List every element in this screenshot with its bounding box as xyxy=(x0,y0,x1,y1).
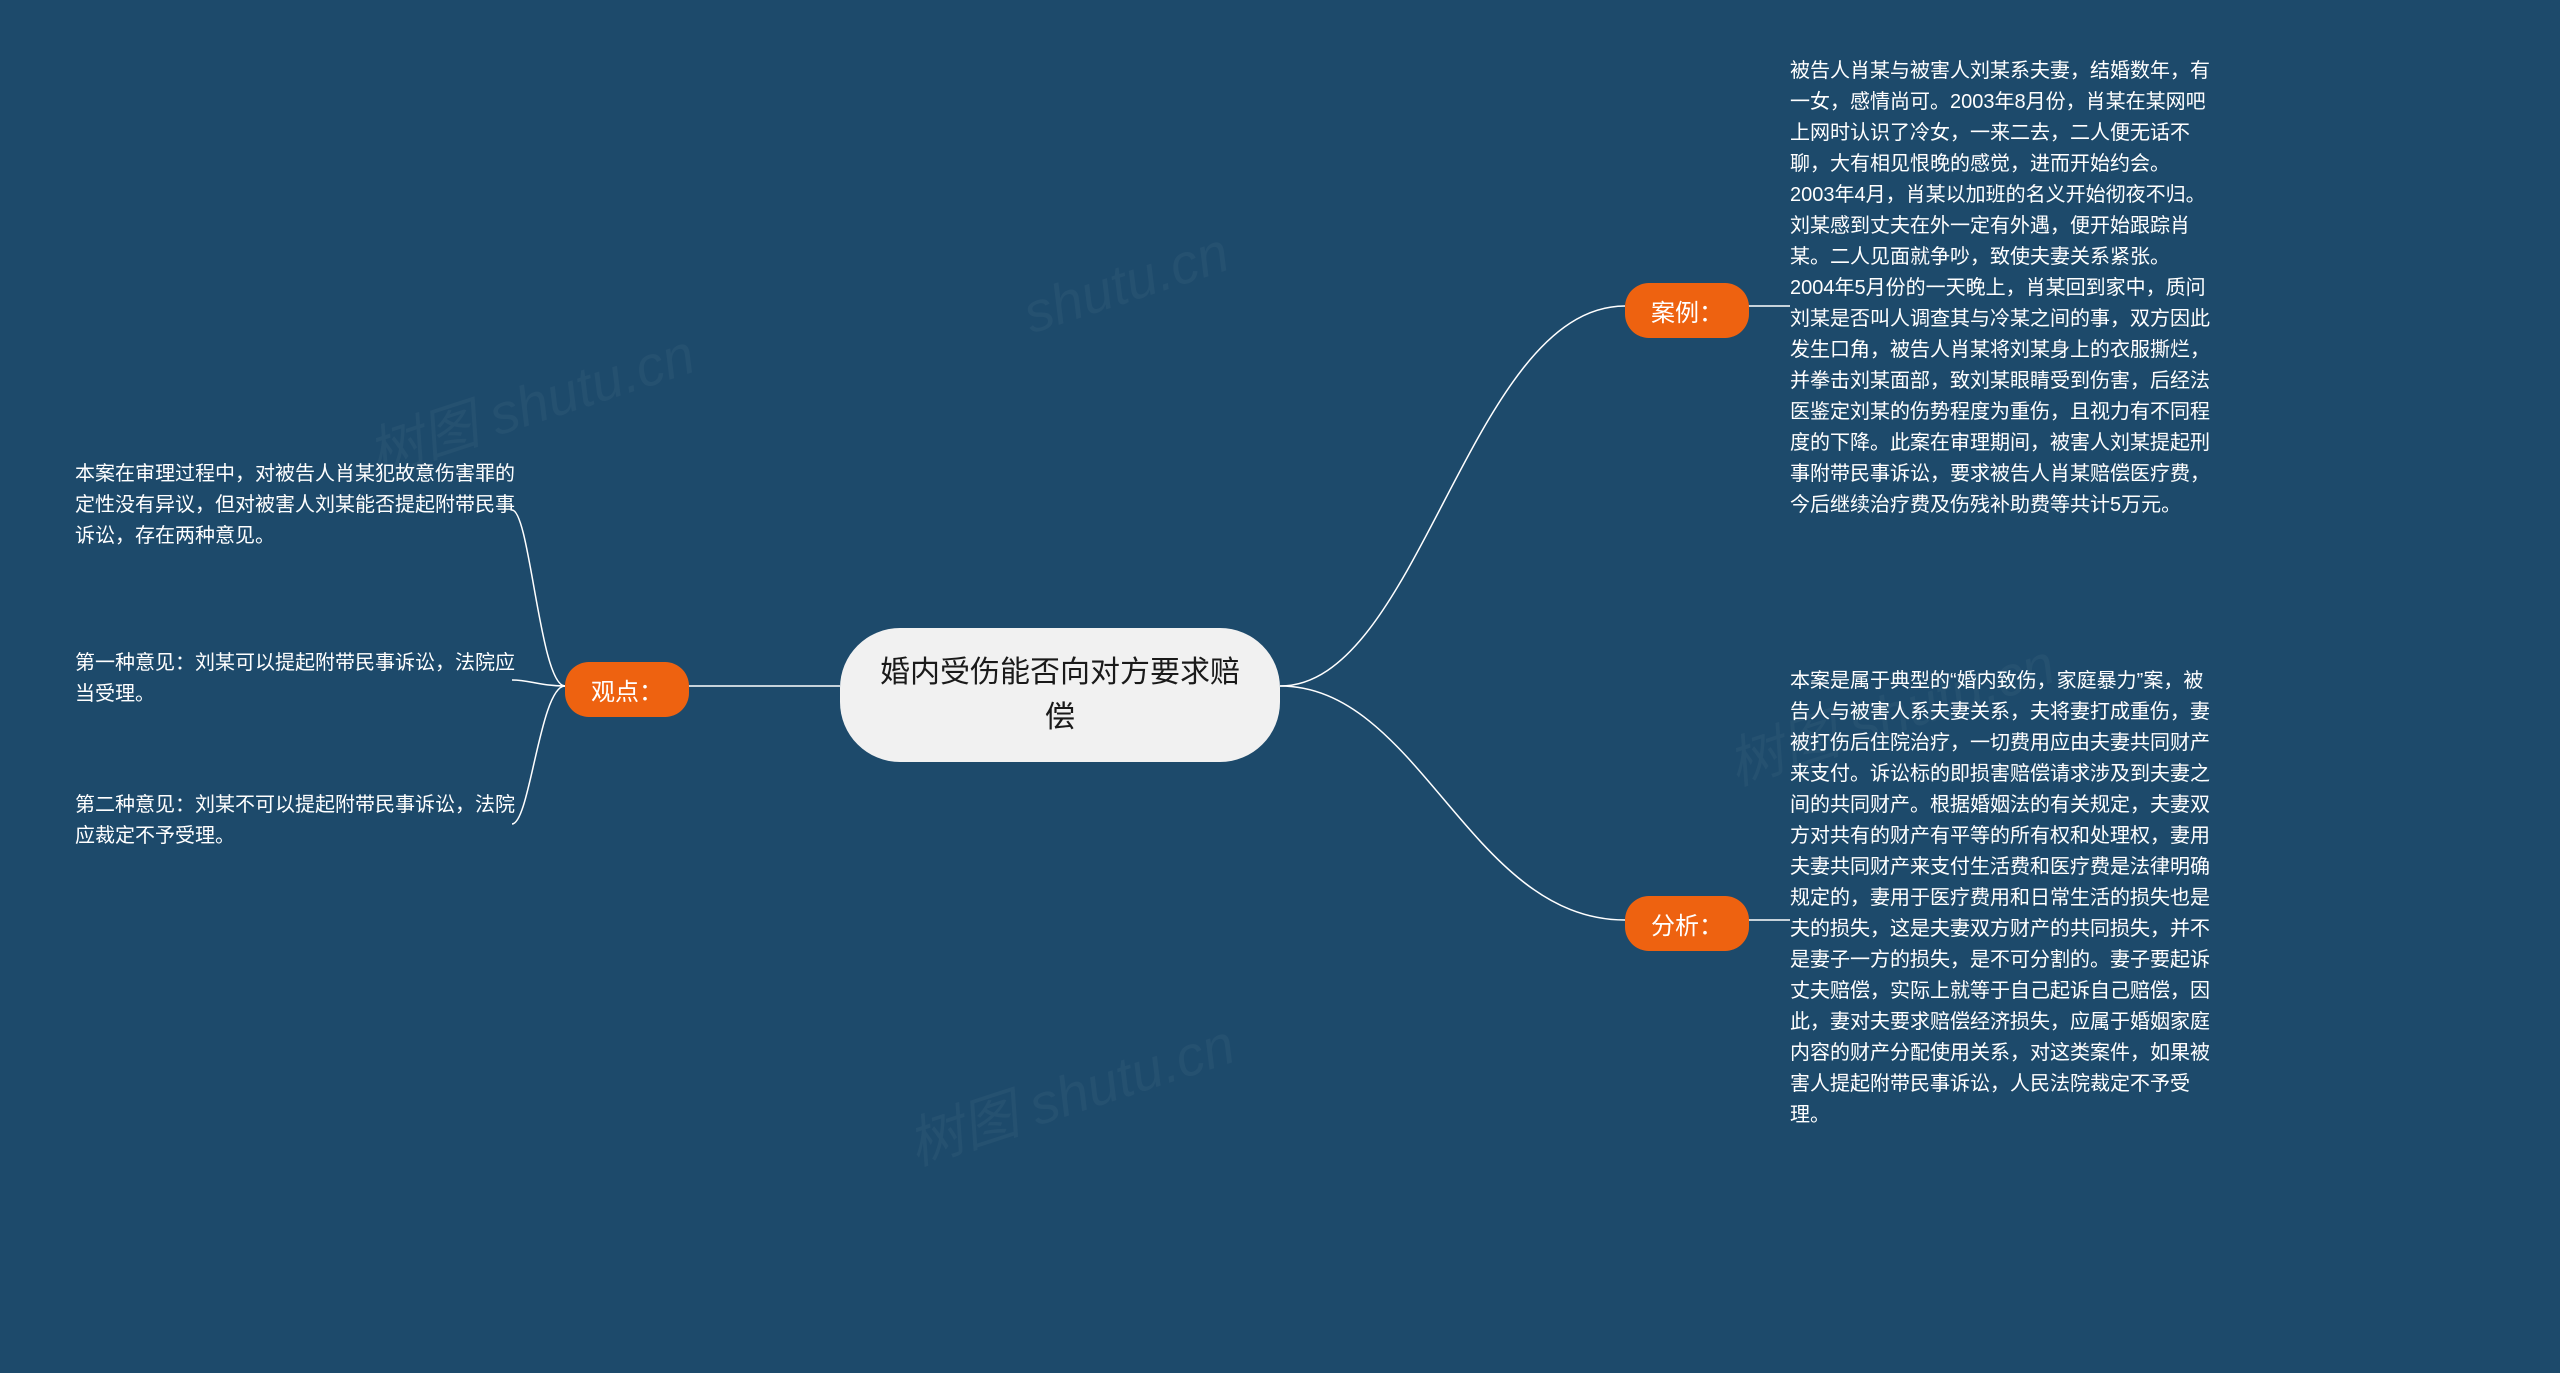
leaf-case-text: 被告人肖某与被害人刘某系夫妻，结婚数年，有一女，感情尚可。2003年8月份，肖某… xyxy=(1790,56,2210,521)
leaf-viewpoint-2: 第二种意见：刘某不可以提起附带民事诉讼，法院应裁定不予受理。 xyxy=(75,790,515,852)
watermark: 树图 shutu.cn xyxy=(896,1000,1244,1182)
leaf-viewpoint-1: 第一种意见：刘某可以提起附带民事诉讼，法院应当受理。 xyxy=(75,648,515,710)
leaf-viewpoint-intro: 本案在审理过程中，对被告人肖某犯故意伤害罪的定性没有异议，但对被害人刘某能否提起… xyxy=(75,459,515,552)
center-node[interactable]: 婚内受伤能否向对方要求赔偿 xyxy=(840,628,1280,762)
branch-node-viewpoints[interactable]: 观点： xyxy=(565,662,689,717)
leaf-analysis-text: 本案是属于典型的“婚内致伤，家庭暴力”案，被告人与被害人系夫妻关系，夫将妻打成重… xyxy=(1790,666,2210,1131)
watermark: shutu.cn xyxy=(1015,219,1236,346)
branch-node-case[interactable]: 案例： xyxy=(1625,283,1749,338)
branch-node-analysis[interactable]: 分析： xyxy=(1625,896,1749,951)
